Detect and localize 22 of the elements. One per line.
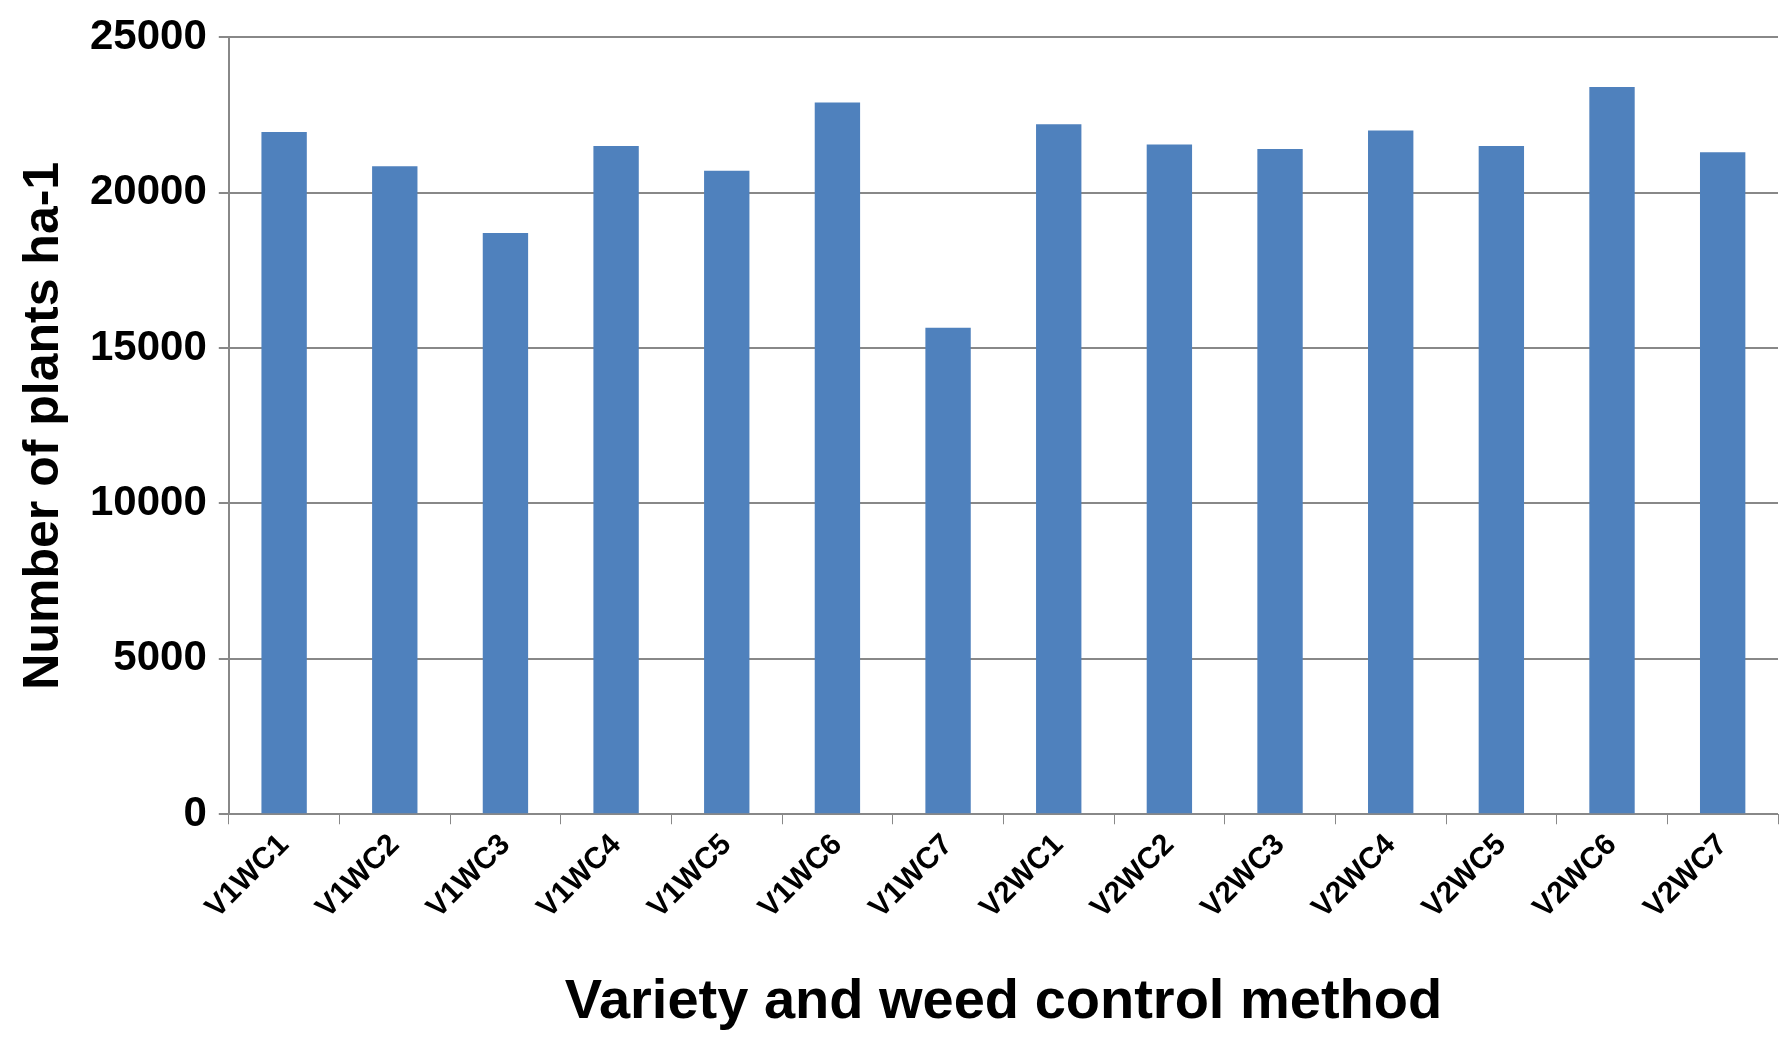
y-tick-label: 5000 <box>113 632 207 680</box>
y-tick-label: 25000 <box>90 10 207 58</box>
x-axis-title: Variety and weed control method <box>564 966 1443 1030</box>
y-tick-label: 10000 <box>90 477 207 525</box>
y-tick-label: 20000 <box>90 166 207 214</box>
bar <box>261 132 307 814</box>
bar <box>925 327 971 814</box>
bar <box>1146 144 1193 814</box>
bar <box>372 166 418 814</box>
bar <box>1589 86 1635 814</box>
bar <box>1478 145 1525 814</box>
bar <box>1036 124 1082 814</box>
bar <box>814 102 861 814</box>
bar <box>1368 130 1414 814</box>
bar <box>593 145 639 814</box>
bar <box>704 170 750 814</box>
bar <box>1699 152 1746 814</box>
y-tick-label: 0 <box>183 787 207 835</box>
y-axis-title: Number of plants ha-1 <box>12 161 69 690</box>
y-tick-label: 15000 <box>90 321 207 369</box>
bar <box>1257 149 1303 814</box>
bar <box>482 233 529 814</box>
